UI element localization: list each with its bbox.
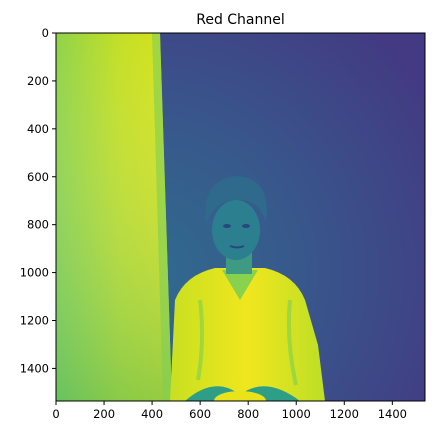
x-tick-label: 0 — [52, 407, 59, 421]
left-eye — [223, 224, 231, 228]
y-tick-label: 600 — [27, 170, 49, 184]
y-tick-label: 800 — [27, 218, 49, 232]
x-tick-label: 1200 — [330, 407, 359, 421]
x-tick-label: 800 — [237, 407, 259, 421]
y-tick-label: 1400 — [20, 361, 49, 375]
mouth — [229, 245, 245, 249]
heatmap-image — [56, 33, 425, 401]
panel-edge — [152, 33, 172, 401]
x-tick-label: 400 — [141, 407, 163, 421]
y-tick-label: 1200 — [20, 314, 49, 328]
x-tick-label: 1000 — [282, 407, 311, 421]
chart-title: Red Channel — [196, 12, 285, 28]
shirt-crease — [196, 299, 205, 381]
x-tick-label: 200 — [93, 407, 115, 421]
face-region — [212, 200, 260, 260]
shirt-fold — [222, 270, 258, 300]
lap-object — [214, 391, 266, 401]
y-axis: 0 200 400 600 800 1000 1200 1400 — [20, 26, 56, 375]
y-tick-label: 0 — [42, 26, 49, 40]
shirt-crease-2 — [286, 299, 298, 386]
right-eye — [242, 224, 250, 228]
hair-region — [205, 176, 267, 225]
x-axis: 0 200 400 600 800 1000 1200 1400 — [52, 401, 407, 421]
plot-frame — [55, 32, 426, 402]
x-tick-label: 1400 — [378, 407, 407, 421]
shirt-region — [170, 268, 325, 401]
y-tick-label: 1000 — [20, 266, 49, 280]
y-tick-label: 200 — [27, 74, 49, 88]
y-tick-label: 400 — [27, 122, 49, 136]
x-tick-label: 600 — [189, 407, 211, 421]
left-panel-shade — [56, 33, 172, 401]
